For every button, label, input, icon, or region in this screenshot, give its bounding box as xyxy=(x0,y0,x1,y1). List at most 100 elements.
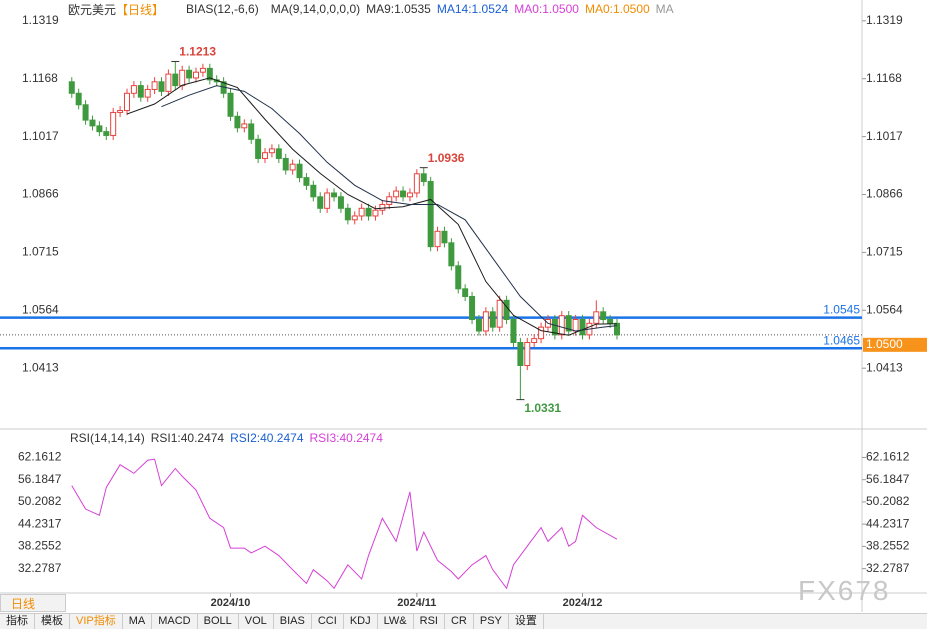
y-tick-label: 62.1612 xyxy=(866,450,910,464)
candle-body xyxy=(386,196,393,205)
candle-body xyxy=(137,85,144,98)
y-tick-label: 1.1319 xyxy=(866,13,903,27)
candle-body xyxy=(317,196,324,209)
candle-body xyxy=(613,322,620,336)
y-tick-label: 1.1017 xyxy=(22,129,59,143)
candle-body xyxy=(406,192,413,198)
ma-line xyxy=(126,77,618,336)
candle-body xyxy=(372,209,379,217)
candle-body xyxy=(234,115,241,129)
period-tab[interactable]: 日线 xyxy=(0,594,66,612)
y-tick-label: 56.1847 xyxy=(866,472,910,486)
y-tick-label: 62.1612 xyxy=(18,450,62,464)
indicator: MA0:1.0500 xyxy=(514,2,579,16)
candle-body xyxy=(158,81,165,92)
annotation: 1.1213 xyxy=(179,45,216,59)
annotation: 1.0331 xyxy=(524,401,561,415)
y-tick-label: 56.1847 xyxy=(18,472,62,486)
y-tick-label: 1.0866 xyxy=(22,187,59,201)
candle-body xyxy=(489,311,496,328)
y-tick-label: 50.2082 xyxy=(18,494,62,508)
header: 欧元美元 【日线】 BIAS(12,-6,6) MA(9,14,0,0,0,0)… xyxy=(0,2,674,17)
candle-body xyxy=(427,180,434,248)
toolbar-item[interactable]: 指标 xyxy=(0,614,35,629)
toolbar-item[interactable]: CCI xyxy=(312,614,344,629)
candle-body xyxy=(351,215,358,221)
candle-body xyxy=(151,81,158,90)
y-tick-label: 1.1168 xyxy=(22,71,58,85)
candle-body xyxy=(275,148,282,159)
y-tick-label: 1.1319 xyxy=(22,13,59,27)
candle-body xyxy=(262,152,269,159)
candle-body xyxy=(130,85,137,94)
candle-body xyxy=(296,163,303,179)
candle-body xyxy=(524,341,531,367)
y-tick-label: 1.1017 xyxy=(866,129,903,143)
candle-body xyxy=(420,173,427,182)
candle-body xyxy=(517,341,524,367)
candle-body xyxy=(165,73,172,92)
candle-body xyxy=(324,192,331,209)
y-tick-label: 1.0564 xyxy=(22,302,59,316)
toolbar-item[interactable]: VOL xyxy=(239,614,274,629)
indicator: BIAS(12,-6,6) xyxy=(186,2,259,16)
candle-body xyxy=(337,196,344,209)
y-tick-label: 32.2787 xyxy=(18,561,62,575)
indicator: MA(9,14,0,0,0,0) xyxy=(270,2,361,16)
toolbar-item[interactable]: RSI xyxy=(414,614,445,629)
toolbar-item[interactable]: KDJ xyxy=(344,614,378,629)
toolbar-item[interactable]: CR xyxy=(445,614,474,629)
candle-body xyxy=(400,190,407,198)
candle-body xyxy=(123,92,130,112)
toolbar-item[interactable]: 设置 xyxy=(509,614,544,629)
candle-body xyxy=(241,123,248,129)
y-tick-label: 1.1168 xyxy=(866,71,902,85)
toolbar-item[interactable]: VIP指标 xyxy=(70,614,123,629)
candle-body xyxy=(103,131,110,136)
toolbar-item[interactable]: BIAS xyxy=(274,614,312,629)
y-tick-label: 44.2317 xyxy=(18,516,62,530)
candle-body xyxy=(75,92,82,106)
candle-body xyxy=(89,119,96,127)
candle-body xyxy=(282,157,289,171)
candle-body xyxy=(462,288,469,297)
toolbar-item[interactable]: MACD xyxy=(152,614,198,629)
candle-body xyxy=(448,242,455,267)
rsi-line xyxy=(71,458,618,590)
toolbar-item[interactable]: MA xyxy=(123,614,153,629)
candle-body xyxy=(607,318,614,324)
candle-body xyxy=(117,110,124,113)
candle-body xyxy=(255,138,262,159)
candle-body xyxy=(434,230,441,248)
toolbar-item[interactable]: BOLL xyxy=(198,614,239,629)
candle-body xyxy=(538,326,545,340)
candle-body xyxy=(310,184,317,198)
y-tick-label: 50.2082 xyxy=(866,494,910,508)
candle-body xyxy=(186,69,193,79)
candle-body xyxy=(455,265,462,290)
candle-body xyxy=(82,104,89,121)
candle-body xyxy=(469,295,476,320)
y-tick-label: 44.2317 xyxy=(866,516,910,530)
last-price-label: 1.0500 xyxy=(866,337,903,351)
toolbar-item[interactable]: PSY xyxy=(474,614,509,629)
x-tick-label: 2024/12 xyxy=(563,597,603,609)
candle-body xyxy=(503,299,510,320)
x-tick-label: 2024/10 xyxy=(211,597,251,609)
candle-body xyxy=(268,148,275,154)
y-tick-label: 38.2552 xyxy=(866,539,910,553)
annotation: 1.0936 xyxy=(428,151,465,165)
candle-body xyxy=(413,173,420,194)
candle-body xyxy=(365,207,372,217)
rsi-header: RSI(14,14,14) RSI1:40.2474 RSI2:40.2474 … xyxy=(0,431,383,445)
indicator: MA0:1.0500 xyxy=(584,2,650,16)
candle-body xyxy=(206,67,213,81)
toolbar-item[interactable]: 模板 xyxy=(35,614,70,629)
indicator: MA9:1.0535 xyxy=(366,2,431,16)
candle-body xyxy=(96,125,103,133)
toolbar-item[interactable]: LW& xyxy=(378,614,414,629)
candle-body xyxy=(510,318,517,343)
candle-body xyxy=(303,177,310,186)
candle-body xyxy=(475,318,482,332)
